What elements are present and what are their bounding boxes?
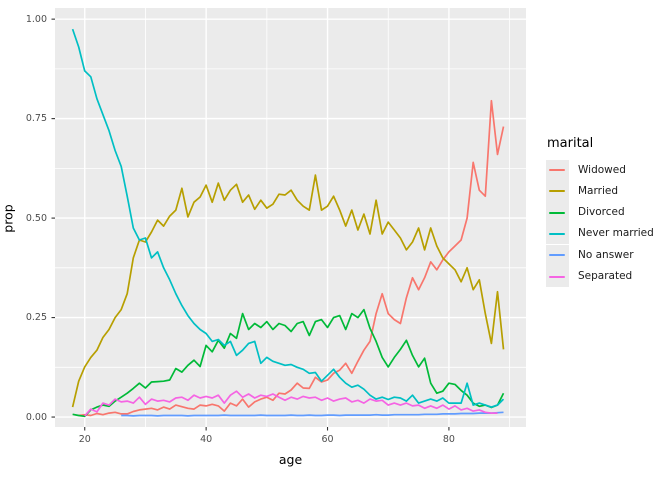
legend-label-married: Married	[578, 184, 618, 197]
legend-line-icon	[549, 169, 565, 171]
legend-label-divorced: Divorced	[578, 206, 625, 219]
y-tick-label: 0.00	[25, 411, 47, 423]
series-line-separated	[84, 390, 498, 417]
legend-key-widowed	[546, 159, 569, 181]
legend-line-icon	[549, 232, 565, 235]
legend-line-icon	[549, 211, 565, 214]
series-line-never-married	[71, 28, 505, 408]
x-tick-label: 60	[321, 434, 334, 445]
legend-line-icon	[549, 190, 565, 193]
legend-key-separated	[546, 266, 569, 287]
series-group	[71, 28, 505, 418]
legend-key-married	[546, 180, 569, 202]
y-tick-label: 0.50	[25, 212, 47, 224]
legend-title: marital	[547, 136, 594, 151]
series-line-divorced	[72, 308, 505, 418]
legend-key-never-married	[546, 223, 569, 245]
series-line-no-answer	[121, 411, 504, 417]
series-line-married	[71, 174, 505, 408]
y-tick-label: 0.25	[25, 312, 47, 324]
x-tick-label: 20	[78, 434, 91, 445]
legend-line-icon	[549, 254, 565, 257]
legend-label-widowed: Widowed	[578, 163, 626, 176]
legend-key-divorced	[546, 202, 569, 224]
y-tick-label: 0.75	[25, 113, 47, 125]
legend-label-never-married: Never married	[578, 227, 654, 240]
legend-line-icon	[549, 275, 565, 278]
legend-label-separated: Separated	[578, 270, 633, 282]
y-tick-label: 1.00	[25, 13, 47, 25]
x-axis-title: age	[278, 452, 303, 467]
legend-key-no-answer	[546, 244, 569, 266]
x-tick-label: 40	[200, 434, 213, 445]
x-tick-label: 80	[442, 434, 455, 445]
series-line-widowed	[78, 99, 505, 417]
legend-label-no-answer: No answer	[578, 248, 634, 261]
